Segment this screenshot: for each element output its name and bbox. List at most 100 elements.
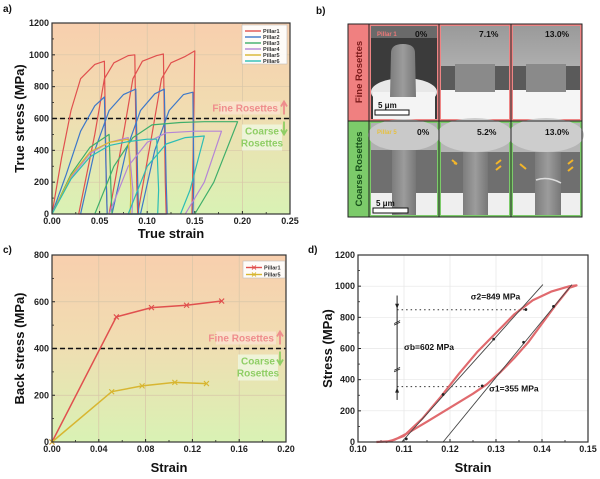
rosettes-label: Rosettes [237,369,280,380]
marker-pillar5 [108,388,115,395]
sem-image-coarse-1: 5.2% [437,118,513,217]
arrow-down-icon [276,351,284,367]
strain-label: 5.2% [477,127,497,137]
panel-b-sem-grid: Fine Rosettes Coarse Rosettes Pillar 1 0… [347,23,584,218]
sem-image-fine-0: Pillar 1 0% 5 μm [369,24,439,121]
y-tick-label: 200 [34,177,49,187]
x-tick-label: 0.20 [234,216,252,226]
series-hysteresis-loop [376,284,578,444]
sem-image-fine-1: 7.1% [439,24,511,121]
y-tick-label: 400 [34,344,49,354]
y-tick-label: 800 [34,82,49,92]
x-tick-label: 0.15 [579,444,597,454]
annotation-bg [216,331,276,345]
fit-markers-1-point [524,308,528,311]
panel-label-c: c) [3,245,12,256]
sem-image-coarse-2: 13.0% [508,118,584,217]
y-tick-label: 200 [34,390,49,400]
series-reloading-fit-line [442,284,573,443]
x-tick-label: 0.10 [138,216,156,226]
legend-marker [251,265,257,270]
pillar-1-label: Pillar 1 [377,32,397,38]
y-tick-label: 400 [340,375,355,385]
pillar-5-label: Pillar 5 [377,130,397,136]
x-axis-title: True strain [138,226,205,241]
scale-bar [372,207,409,214]
x-tick-label: 0.05 [91,216,109,226]
y-tick-label: 1000 [29,50,49,60]
coarse-label: Coarse [245,127,279,138]
x-tick-label: 0.12 [184,444,202,454]
scale-bar [374,109,410,116]
x-tick-label: 0.00 [43,444,61,454]
sem-image-coarse-0: Pillar 5 0% 5 μm [368,119,440,217]
legend-marker [251,272,257,277]
strain-label: 7.1% [479,29,499,39]
fit-markers-1-point [492,337,496,341]
y-tick-label: 600 [340,344,355,354]
legend-label-pillar3: Pillar3 [263,41,280,47]
series-pillar5 [51,138,132,215]
sigma-1-label: σ1=355 MPa [489,383,539,393]
series-pillar3 [51,121,239,215]
marker-pillar1 [113,314,120,320]
legend-label-pillar4: Pillar4 [263,47,280,53]
strain-label: 13.0% [545,127,570,137]
sigma-2-label: σ2=849 MPa [471,291,521,301]
y-tick-label: 800 [340,312,355,322]
x-tick-label: 0.13 [487,444,505,454]
y-tick-label: 0 [350,437,355,447]
series-pillar6 [51,135,205,215]
marker-pillar5 [203,380,210,387]
y-axis-title: True stress (MPa) [12,64,27,172]
sem-image-fine-2: 13.0% [511,24,582,121]
strain-label: 13.0% [545,29,570,39]
y-tick-label: 0 [44,209,49,219]
panel-label-d: d) [308,245,317,256]
marker-pillar1 [218,298,225,304]
chart-a-true-stress-strain: 0.00 0.05 0.10 0.15 0.20 0.25 0 200 400 600 800 100… [12,18,299,241]
y-tick-label: 600 [34,297,49,307]
y-tick-label: 1200 [29,18,49,28]
fine-rosettes-label: Fine Rosettes [208,334,274,345]
x-tick-label: 0.15 [186,216,204,226]
fine-rosettes-label: Fine Rosettes [212,104,278,115]
marker-pillar5 [139,383,145,389]
y-tick-label: 200 [340,406,355,416]
x-axis-title: Strain [151,460,188,475]
y-tick-label: 0 [44,437,49,447]
arrow-up-icon [280,99,288,115]
plot-frame [357,254,589,443]
y-axis-title: Stress (MPa) [320,309,335,388]
arrow-icon [395,303,400,309]
strain-label: 0% [417,127,430,137]
panel-label-a: a) [3,4,12,15]
annotation-bg [220,101,280,115]
fit-markers-2-point [480,384,484,388]
y-tick-label: 800 [34,250,49,260]
legend-label-pillar1: Pillar1 [264,266,281,272]
arrow-down-icon [280,121,288,137]
panel-label-b: b) [316,6,325,17]
x-axis-title: Strain [455,460,492,475]
rosettes-label: Rosettes [241,139,284,150]
arrow-icon [451,159,502,171]
legend-label-pillar5: Pillar5 [263,53,280,59]
marker-pillar5 [171,379,178,386]
arrow-up-icon [276,329,284,345]
x-tick-label: 0.00 [43,216,61,226]
chart-c-back-stress: 0.00 0.04 0.08 0.12 0.16 0.20 0 200 400 600 800 Str… [12,250,295,475]
x-tick-label: 0.16 [230,444,248,454]
strain-label: 0% [415,29,428,39]
fit-markers-2-point [522,340,525,344]
y-tick-label: 1200 [335,250,355,260]
arrow-icon [395,387,400,393]
plot-frame [51,22,291,215]
y-tick-label: 600 [34,114,49,124]
coarse-label: Coarse [241,357,275,368]
fit-markers-2-point [552,305,555,308]
scale-bar-label: 5 μm [376,199,395,208]
x-tick-label: 0.10 [349,444,367,454]
x-tick-label: 0.11 [395,444,412,454]
